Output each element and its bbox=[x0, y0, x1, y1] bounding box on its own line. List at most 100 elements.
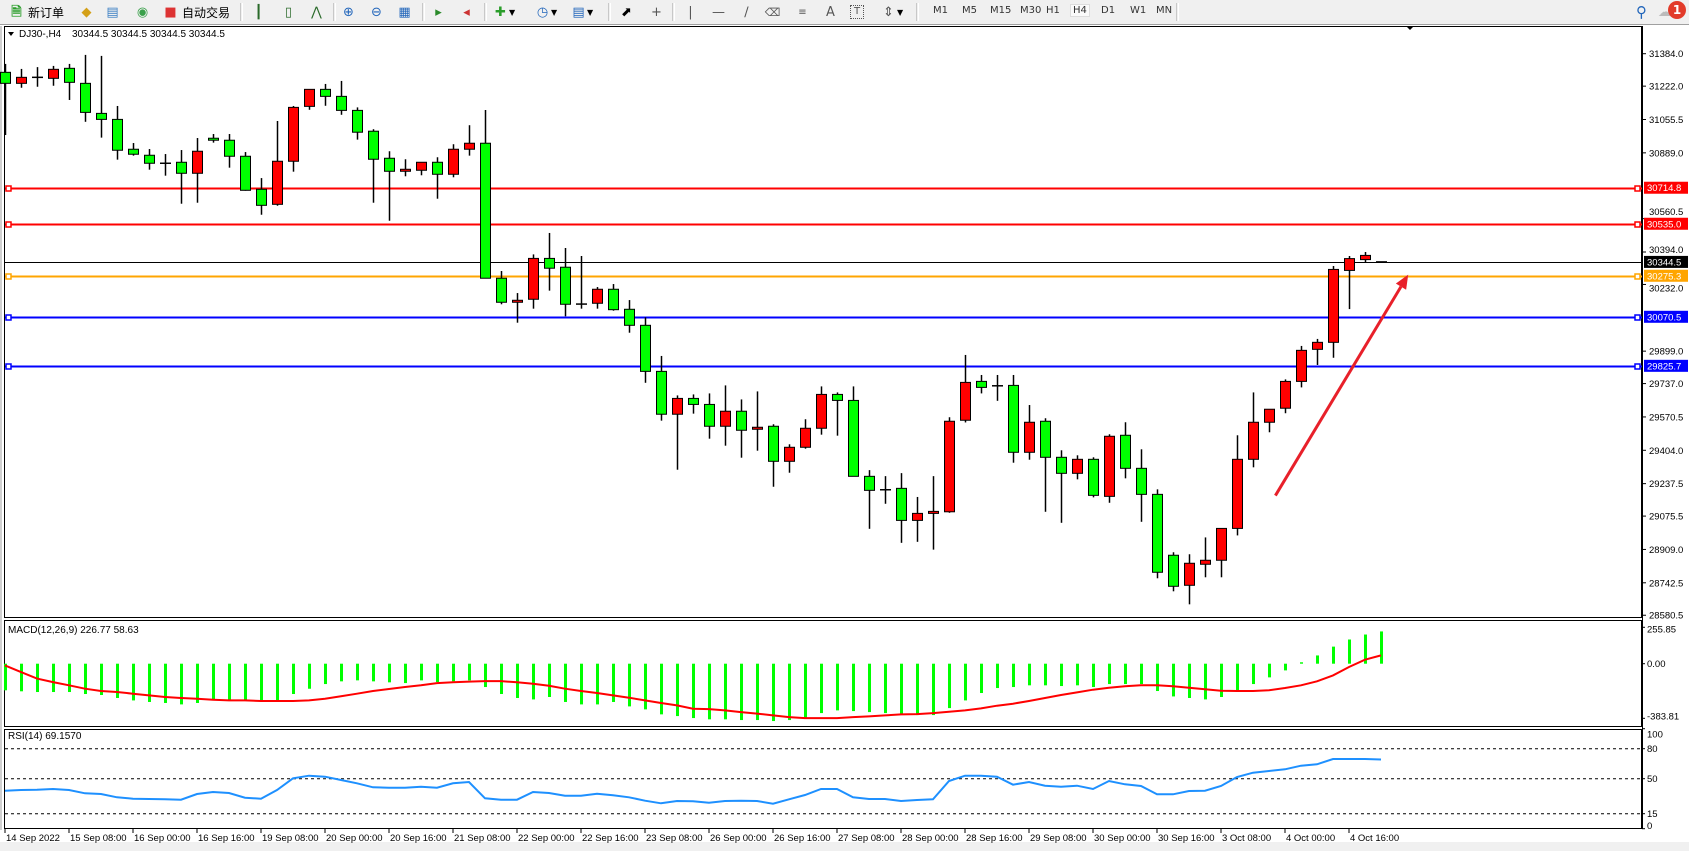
zoom-out-button[interactable]: ⊖ bbox=[368, 2, 385, 22]
macd-histogram-bar bbox=[4, 663, 7, 691]
candle-body bbox=[96, 112, 107, 120]
toolbar-separator bbox=[484, 3, 487, 21]
level-handle-left[interactable] bbox=[5, 363, 12, 370]
macd-histogram-bar bbox=[1380, 631, 1383, 664]
timeframe-mn[interactable]: MN bbox=[1156, 5, 1173, 16]
macd-histogram-bar bbox=[1188, 663, 1191, 698]
macd-histogram-bar bbox=[1140, 663, 1143, 685]
candlestick-button[interactable]: ▯ bbox=[280, 2, 297, 22]
crosshair-icon: + bbox=[651, 4, 662, 20]
level-handle-right[interactable] bbox=[1634, 273, 1641, 280]
candle bbox=[624, 300, 635, 333]
equidistant-channel-button[interactable]: ⌫ bbox=[764, 2, 781, 22]
zoom-in-button[interactable]: ⊕ bbox=[340, 2, 357, 22]
timeframe-w1[interactable]: W1 bbox=[1130, 5, 1147, 16]
text-button[interactable]: A bbox=[822, 2, 839, 22]
timeframe-h4[interactable]: H4 bbox=[1070, 4, 1090, 17]
level-handle-left[interactable] bbox=[5, 185, 12, 192]
timeframe-h1[interactable]: H1 bbox=[1046, 5, 1060, 16]
trend-arrow-line[interactable] bbox=[1274, 285, 1403, 497]
level-handle-right[interactable] bbox=[1634, 363, 1641, 370]
candle-body bbox=[176, 161, 187, 174]
chart-window[interactable]: 31384.0 31222.0 31055.5 30889.0 30560.5 30394… bbox=[0, 25, 1689, 851]
time-tick-label: 27 Sep 08:00 bbox=[838, 833, 895, 844]
candle-body bbox=[560, 266, 571, 305]
horizontal-line-button[interactable]: — bbox=[710, 2, 727, 22]
candle bbox=[128, 143, 139, 156]
candle-body bbox=[976, 380, 987, 388]
macd-histogram-bar bbox=[772, 663, 775, 722]
text-label-button[interactable]: T bbox=[850, 2, 864, 22]
macd-histogram-bar bbox=[452, 663, 455, 682]
candle-body bbox=[0, 71, 11, 84]
arrows-button[interactable]: ⇕ ▼ bbox=[880, 2, 903, 22]
macd-histogram-bar bbox=[1076, 663, 1079, 686]
tile-windows-button[interactable]: ▦ bbox=[396, 2, 413, 22]
trend-arrow-head-icon[interactable] bbox=[1395, 274, 1409, 290]
symbol-menu-triangle-icon[interactable] bbox=[8, 32, 14, 36]
macd-histogram-bar bbox=[1348, 639, 1351, 664]
candle bbox=[720, 385, 731, 446]
cursor-button[interactable]: ⬈ bbox=[618, 2, 635, 22]
level-handle-right[interactable] bbox=[1634, 185, 1641, 192]
candle bbox=[1296, 345, 1307, 388]
vertical-line-button[interactable]: | bbox=[682, 2, 699, 22]
macd-histogram-bar bbox=[1092, 663, 1095, 688]
timeframe-m1[interactable]: M1 bbox=[933, 5, 948, 16]
candle-body bbox=[1280, 380, 1291, 409]
chevron-down-icon: ▼ bbox=[551, 7, 558, 17]
candle-body bbox=[896, 487, 907, 521]
chart-shift-marker-icon[interactable] bbox=[1406, 26, 1414, 30]
candle bbox=[112, 105, 123, 160]
price-tick-label: 30394.0 bbox=[1649, 245, 1683, 256]
macd-histogram-bar bbox=[1284, 663, 1287, 671]
signals-button[interactable]: ◉ bbox=[134, 2, 151, 22]
candle-body bbox=[256, 188, 267, 206]
candle bbox=[256, 178, 267, 215]
timeframe-m30[interactable]: M30 bbox=[1020, 5, 1042, 16]
chat-button[interactable]: ☁ bbox=[1656, 2, 1673, 22]
price-tick-label: 29404.0 bbox=[1649, 446, 1683, 457]
candle bbox=[496, 271, 507, 305]
crosshair-button[interactable]: + bbox=[648, 2, 665, 22]
periods-button[interactable]: ◷ ▼ bbox=[534, 2, 557, 22]
trendline-button[interactable]: ∕ bbox=[738, 2, 755, 22]
candle bbox=[1136, 449, 1147, 522]
search-button[interactable]: ⚲ bbox=[1633, 2, 1650, 22]
candle bbox=[1088, 457, 1099, 498]
level-handle-right[interactable] bbox=[1634, 314, 1641, 321]
notification-badge[interactable]: 1 bbox=[1668, 1, 1686, 19]
candle bbox=[368, 129, 379, 203]
candle-body bbox=[928, 510, 939, 514]
macd-histogram-bar bbox=[1012, 663, 1015, 688]
macd-histogram-bar bbox=[212, 663, 215, 701]
indicators-button[interactable]: ✚ ▼ bbox=[492, 2, 515, 22]
time-tick-label: 28 Sep 16:00 bbox=[966, 833, 1023, 844]
navigator-button[interactable]: ▤ bbox=[104, 2, 121, 22]
bar-chart-button[interactable]: ┃ bbox=[250, 2, 267, 22]
timeframe-m15[interactable]: M15 bbox=[990, 5, 1012, 16]
macd-histogram-bar bbox=[708, 663, 711, 720]
chart-shift-button[interactable]: ◂ bbox=[458, 2, 475, 22]
time-tick-label: 14 Sep 2022 bbox=[6, 833, 60, 844]
level-handle-left[interactable] bbox=[5, 314, 12, 321]
macd-histogram-bar bbox=[1268, 663, 1271, 678]
auto-trading-button[interactable]: ■ 自动交易 bbox=[162, 2, 230, 22]
templates-button[interactable]: ▤ ▼ bbox=[570, 2, 593, 22]
level-handle-left[interactable] bbox=[5, 221, 12, 228]
candle-body bbox=[192, 150, 203, 174]
new-order-button[interactable]: 🗎 新订单 bbox=[8, 2, 64, 22]
level-price-label-box bbox=[1644, 359, 1688, 372]
auto-scroll-button[interactable]: ▸ bbox=[430, 2, 447, 22]
chart-canvas[interactable]: 31384.0 31222.0 31055.5 30889.0 30560.5 30394… bbox=[0, 25, 1689, 851]
market-watch-button[interactable]: ◆ bbox=[78, 2, 95, 22]
candle bbox=[1072, 455, 1083, 480]
macd-histogram-bar bbox=[116, 663, 119, 698]
timeframe-m5[interactable]: M5 bbox=[962, 5, 977, 16]
level-handle-right[interactable] bbox=[1634, 221, 1641, 228]
level-handle-left[interactable] bbox=[5, 273, 12, 280]
timeframe-d1[interactable]: D1 bbox=[1101, 5, 1116, 16]
macd-histogram-bar bbox=[836, 663, 839, 711]
fibonacci-button[interactable]: ≡ bbox=[794, 2, 811, 22]
line-chart-button[interactable]: ⋀ bbox=[308, 2, 325, 22]
